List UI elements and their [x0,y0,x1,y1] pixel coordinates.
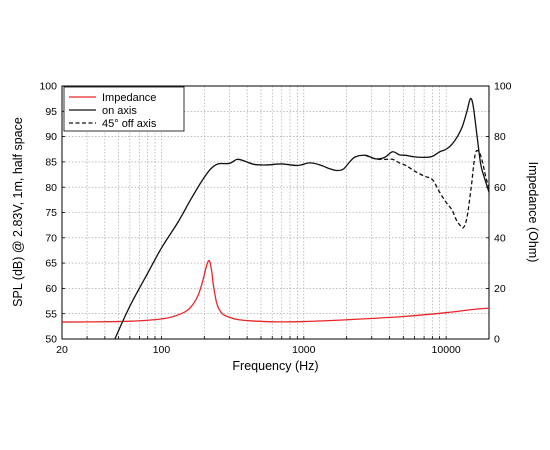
y-left-tick-label: 60 [45,283,57,295]
legend: Impedance on axis 45° off axis [63,86,185,132]
x-tick-label: 20 [56,344,68,356]
legend-label-impedance: Impedance [102,92,156,104]
y-axis-right-title: Impedance (Ohm) [526,162,540,263]
y-axis-left-title: SPL (dB) @ 2.83V, 1m, half space [11,117,25,307]
grid [62,86,489,339]
legend-box [63,86,185,132]
x-axis-title: Frequency (Hz) [232,359,318,373]
y-left-tick-label: 65 [45,258,57,270]
y-right-tick-label: 20 [494,283,506,295]
y-left-tick-label: 50 [45,334,57,346]
y-left-tick-label: 95 [45,106,57,118]
y-right-tick-label: 40 [494,232,506,244]
series-layer [61,97,490,340]
y-left-tick-label: 55 [45,308,57,320]
impedance-curve [61,259,490,323]
y-left-tick-label: 90 [45,131,57,143]
legend-label-off-axis: 45° off axis [102,118,157,130]
y-left-tick-label: 70 [45,232,57,244]
off-axis-spl-curve [365,149,490,229]
y-right-tick-label: 0 [494,334,500,346]
x-tick-label: 1000 [292,344,316,356]
y-left-tick-label: 75 [45,207,57,219]
x-tick-label: 10000 [432,344,461,356]
on-axis-spl-curve [114,97,490,340]
y-right-tick-label: 100 [494,81,512,93]
y-right-tick-label: 80 [494,131,506,143]
y-left-tick-label: 85 [45,157,57,169]
y-left-tick-label: 100 [39,81,57,93]
y-left-tick-label: 80 [45,182,57,194]
y-right-tick-label: 60 [494,182,506,194]
legend-label-on-axis: on axis [102,105,137,117]
x-tick-label: 100 [153,344,171,356]
